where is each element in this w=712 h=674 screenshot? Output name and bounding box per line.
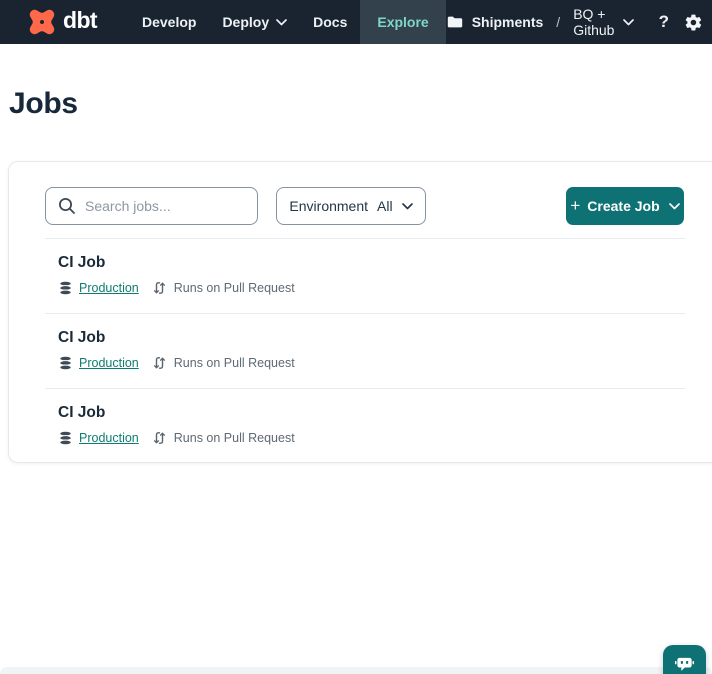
job-list: CI Job Production Runs on Pull Request C… <box>45 238 685 463</box>
chatbot-icon <box>674 653 695 674</box>
chevron-down-icon <box>276 18 287 26</box>
nav-item-label: Docs <box>313 14 348 30</box>
path-separator: / <box>556 14 561 30</box>
dbt-star-icon <box>27 7 57 37</box>
job-trigger-label: Runs on Pull Request <box>173 281 295 295</box>
pull-request-icon <box>152 430 167 446</box>
environment-link[interactable]: Production <box>79 356 139 370</box>
nav-item-label: Develop <box>141 14 197 30</box>
navbar-right: Shipments / BQ + Github ? <box>446 0 712 44</box>
plus-icon: + <box>570 196 581 215</box>
chevron-down-icon <box>401 202 413 210</box>
environment-link[interactable]: Production <box>79 431 139 445</box>
database-icon <box>58 280 73 296</box>
create-job-button[interactable]: + Create Job <box>566 187 684 225</box>
job-row[interactable]: CI Job Production Runs on Pull Request <box>45 239 685 314</box>
nav-item-explore[interactable]: Explore <box>360 0 446 44</box>
job-title: CI Job <box>58 329 106 346</box>
top-navbar: dbt Develop Deploy Docs Explore <box>0 0 712 44</box>
chatbot-fab-button[interactable] <box>663 645 706 674</box>
job-title: CI Job <box>58 404 106 421</box>
nav-item-label: Explore <box>377 14 429 30</box>
environment-selector[interactable]: BQ + Github <box>573 6 634 38</box>
nav-item-docs[interactable]: Docs <box>300 0 360 44</box>
lower-section-edge <box>0 667 712 674</box>
folder-icon <box>446 13 464 31</box>
environment-filter-value: All <box>377 198 393 214</box>
job-row[interactable]: CI Job Production Runs on Pull Request <box>45 314 685 389</box>
project-selector[interactable]: Shipments / BQ + Github <box>446 6 634 38</box>
job-trigger-label: Runs on Pull Request <box>173 431 295 445</box>
search-icon <box>58 197 76 215</box>
chevron-down-icon <box>622 18 634 26</box>
database-icon <box>58 355 73 371</box>
database-icon <box>58 430 73 446</box>
chevron-down-icon <box>668 202 680 210</box>
nav-item-deploy[interactable]: Deploy <box>209 0 300 44</box>
environment-filter-dropdown[interactable]: Environment All <box>276 187 426 225</box>
environment-filter-label: Environment <box>289 198 369 214</box>
pull-request-icon <box>152 355 167 371</box>
job-trigger-label: Runs on Pull Request <box>173 356 295 370</box>
brand-text: dbt <box>63 6 98 33</box>
page-title: Jobs <box>9 87 78 120</box>
job-meta: Production Runs on Pull Request <box>58 280 685 296</box>
pull-request-icon <box>152 280 167 296</box>
environment-selector-label: BQ + Github <box>573 6 615 38</box>
create-job-label: Create Job <box>587 198 660 214</box>
nav-item-develop[interactable]: Develop <box>129 0 209 44</box>
nav-item-label: Deploy <box>222 14 270 30</box>
job-meta: Production Runs on Pull Request <box>58 430 685 446</box>
gear-icon[interactable] <box>684 13 703 32</box>
environment-link[interactable]: Production <box>79 281 139 295</box>
job-row[interactable]: CI Job Production Runs on Pull Request <box>45 389 685 463</box>
project-name: Shipments <box>471 14 544 30</box>
nav-menu: Develop Deploy Docs Explore <box>129 0 446 44</box>
jobs-card: Environment All + Create Job CI Job Prod… <box>8 161 712 463</box>
search-input[interactable] <box>85 198 245 214</box>
help-icon[interactable]: ? <box>658 12 669 31</box>
job-meta: Production Runs on Pull Request <box>58 355 685 371</box>
job-title: CI Job <box>58 254 106 271</box>
search-box[interactable] <box>45 187 258 225</box>
dbt-logo[interactable]: dbt <box>27 0 98 44</box>
